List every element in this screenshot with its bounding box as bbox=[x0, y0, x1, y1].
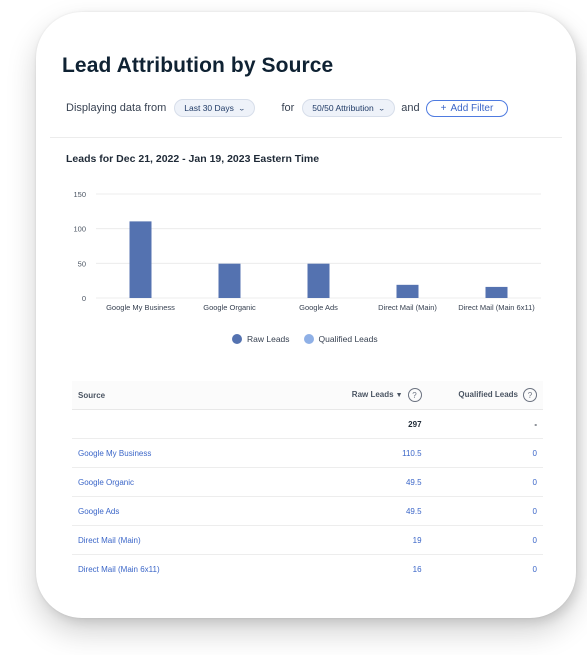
legend-item-qualified[interactable]: Qualified Leads bbox=[303, 334, 378, 344]
legend-label-raw: Raw Leads bbox=[247, 334, 290, 344]
y-tick-label: 0 bbox=[82, 294, 86, 303]
lead-bar-chart: 0 50 100 150 Google My Business Google Organi… bbox=[73, 190, 541, 312]
chart-legend: Raw Leads Qualified Leads bbox=[232, 334, 378, 344]
filter-for-text: for bbox=[281, 102, 295, 114]
source-link[interactable]: Google My Business bbox=[72, 438, 192, 468]
filter-bar: Displaying data from Last 30 Days ⌄ for … bbox=[66, 98, 509, 118]
raw-value[interactable]: 110.5 bbox=[323, 438, 428, 468]
legend-item-raw[interactable]: Raw Leads bbox=[232, 334, 290, 344]
raw-value[interactable]: 49.5 bbox=[323, 496, 428, 526]
add-filter-label: Add Filter bbox=[450, 102, 494, 114]
header-raw-label: Raw Leads bbox=[351, 390, 394, 400]
qualified-value[interactable]: 0 bbox=[427, 438, 543, 468]
source-link[interactable]: Google Organic bbox=[72, 467, 192, 497]
header-spacer bbox=[191, 381, 324, 410]
table-row: Direct Mail (Main 6x11) 16 0 bbox=[72, 555, 543, 584]
table-row: Direct Mail (Main) 19 0 bbox=[72, 525, 543, 555]
qualified-value[interactable]: 0 bbox=[427, 496, 543, 526]
attribution-label: 50/50 Attribution bbox=[312, 103, 374, 113]
table-row: Google My Business 110.5 0 bbox=[72, 438, 543, 468]
source-link[interactable]: Direct Mail (Main) bbox=[72, 525, 192, 555]
y-tick-label: 50 bbox=[78, 259, 86, 268]
raw-value[interactable]: 16 bbox=[412, 564, 422, 574]
date-range-dropdown[interactable]: Last 30 Days ⌄ bbox=[174, 99, 256, 117]
bar-raw-leads[interactable] bbox=[218, 263, 241, 298]
bar-raw-leads[interactable] bbox=[485, 286, 508, 298]
legend-dot-raw bbox=[232, 334, 242, 344]
header-qualified-leads: Qualified Leads? bbox=[427, 381, 543, 410]
sort-desc-icon: ▼ bbox=[395, 392, 403, 400]
bar-raw-leads[interactable] bbox=[307, 263, 330, 298]
attribution-dropdown[interactable]: 50/50 Attribution ⌄ bbox=[302, 99, 396, 117]
x-tick-label: Google My Business bbox=[106, 303, 175, 312]
help-icon[interactable]: ? bbox=[407, 388, 422, 402]
raw-value[interactable]: 19 bbox=[323, 525, 428, 555]
help-icon[interactable]: ? bbox=[523, 388, 537, 402]
x-tick-label: Google Ads bbox=[299, 303, 338, 312]
table-row: Google Ads 49.5 0 bbox=[72, 496, 543, 526]
table-total-row: 297 - bbox=[72, 409, 543, 439]
filter-and-text: and bbox=[401, 102, 420, 114]
header-source: Source bbox=[72, 381, 192, 410]
filter-prefix: Displaying data from bbox=[66, 102, 167, 114]
add-filter-button[interactable]: + Add Filter bbox=[425, 99, 509, 117]
chart-heading: Leads for Dec 21, 2022 - Jan 19, 2023 Ea… bbox=[66, 153, 320, 165]
table-row: Google Organic 49.5 0 bbox=[72, 467, 543, 497]
source-link[interactable]: Google Ads bbox=[72, 496, 192, 526]
bar-raw-leads[interactable] bbox=[396, 284, 419, 298]
plus-icon: + bbox=[440, 102, 447, 114]
legend-label-qualified: Qualified Leads bbox=[318, 334, 378, 344]
qualified-value[interactable]: 0 bbox=[532, 564, 537, 574]
divider bbox=[50, 137, 562, 138]
legend-dot-qualified bbox=[303, 334, 314, 344]
source-link[interactable]: Direct Mail (Main 6x11) bbox=[78, 564, 160, 574]
total-raw: 297 bbox=[323, 409, 428, 439]
y-tick-label: 150 bbox=[73, 190, 86, 199]
y-tick-label: 100 bbox=[73, 225, 86, 234]
x-tick-label: Direct Mail (Main 6x11) bbox=[458, 303, 535, 312]
qualified-value[interactable]: 0 bbox=[427, 467, 543, 497]
date-range-label: Last 30 Days bbox=[184, 103, 234, 113]
header-qualified-label: Qualified Leads bbox=[458, 390, 518, 400]
chevron-down-icon: ⌄ bbox=[237, 104, 246, 112]
raw-value[interactable]: 49.5 bbox=[323, 467, 428, 497]
qualified-value[interactable]: 0 bbox=[427, 525, 543, 555]
report-card: Lead Attribution by Source Displaying da… bbox=[36, 12, 576, 618]
page-title: Lead Attribution by Source bbox=[62, 54, 334, 77]
table-header-row: Source Raw Leads ▼? Qualified Leads? bbox=[72, 381, 543, 410]
x-tick-label: Direct Mail (Main) bbox=[378, 303, 437, 312]
lead-table: Source Raw Leads ▼? Qualified Leads? 297 … bbox=[72, 381, 543, 583]
chevron-down-icon: ⌄ bbox=[377, 104, 386, 112]
total-qualified: - bbox=[427, 409, 543, 439]
bar-raw-leads[interactable] bbox=[129, 221, 152, 298]
header-raw-leads[interactable]: Raw Leads ▼? bbox=[323, 381, 428, 410]
x-tick-label: Google Organic bbox=[203, 303, 256, 312]
